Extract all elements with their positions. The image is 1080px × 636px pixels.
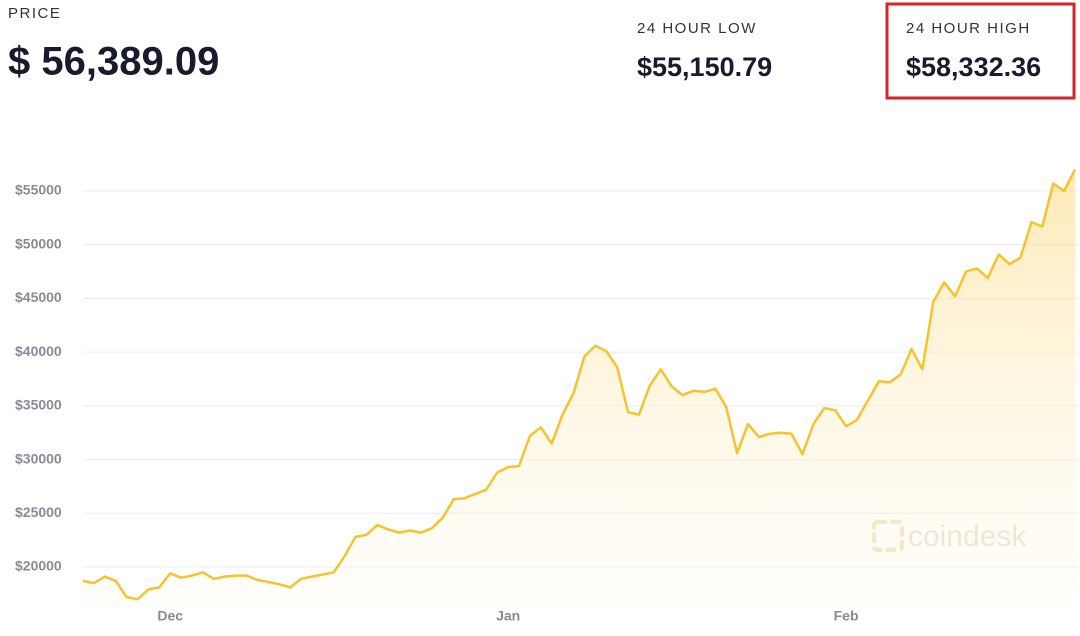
x-tick-label: Dec [157, 608, 183, 624]
y-tick-label: $45000 [15, 289, 62, 305]
x-tick-label: Feb [834, 608, 859, 624]
low-label: 24 HOUR LOW [637, 20, 757, 37]
chart: $20000 $25000 $30000 $35000 $40000 $45000 $500… [15, 168, 1078, 624]
x-tick-label: Jan [496, 608, 520, 624]
y-tick-label: $35000 [15, 397, 62, 413]
price-label: PRICE [8, 5, 61, 22]
area [83, 169, 1075, 604]
high-label: 24 HOUR HIGH [906, 20, 1031, 37]
low-price: $55,150.79 [637, 52, 772, 82]
y-tick-label: $30000 [15, 450, 62, 466]
y-tick-label: $40000 [15, 343, 62, 359]
highlight-box [885, 2, 1076, 100]
y-tick-label: $25000 [15, 504, 62, 520]
y-tick-label: $20000 [15, 558, 62, 574]
y-tick-label: $55000 [15, 182, 62, 198]
high-price: $58,332.36 [906, 52, 1041, 82]
y-tick-label: $50000 [15, 235, 62, 251]
price-line [82, 168, 1077, 601]
price: $ 56,389.09 [8, 40, 219, 84]
